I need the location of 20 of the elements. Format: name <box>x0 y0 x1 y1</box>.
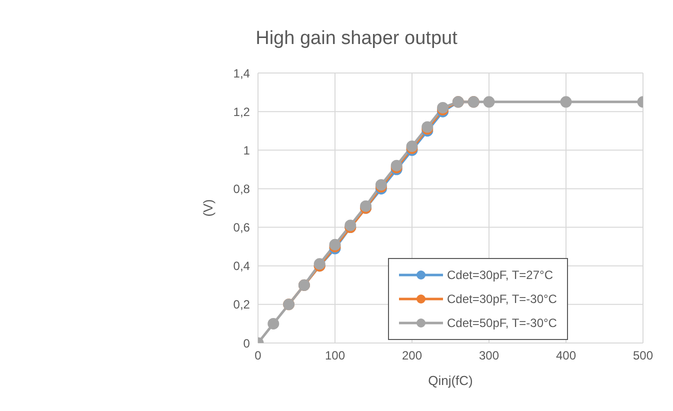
x-tick-label: 100 <box>324 348 346 363</box>
chart-title: High gain shaper output <box>254 27 458 51</box>
y-tick-label: 0,8 <box>233 182 250 196</box>
y-axis-title: (V) <box>200 199 216 217</box>
y-tick-label: 0,6 <box>233 220 250 235</box>
y-tick-label: 1,2 <box>233 104 250 119</box>
y-tick-label: 0,4 <box>233 259 250 274</box>
y-tick-label: 0 <box>243 336 250 350</box>
x-tick-label: 500 <box>632 348 654 363</box>
legend-label: Cdet=30pF, T=-30°C <box>447 292 557 306</box>
y-tick-label: 1,4 <box>233 66 250 80</box>
y-tick-label: 1 <box>243 143 250 158</box>
legend-label: Cdet=50pF, T=-30°C <box>447 316 557 330</box>
y-tick-label: 0,2 <box>233 298 250 312</box>
x-tick-label: 300 <box>478 348 500 363</box>
x-tick-label: 200 <box>402 348 422 363</box>
x-tick-label: 0 <box>254 348 262 363</box>
x-tick-label: 400 <box>556 348 576 363</box>
legend-label: Cdet=30pF, T=27°C <box>447 268 553 282</box>
x-axis-title: Qinj(fC) <box>428 373 473 388</box>
